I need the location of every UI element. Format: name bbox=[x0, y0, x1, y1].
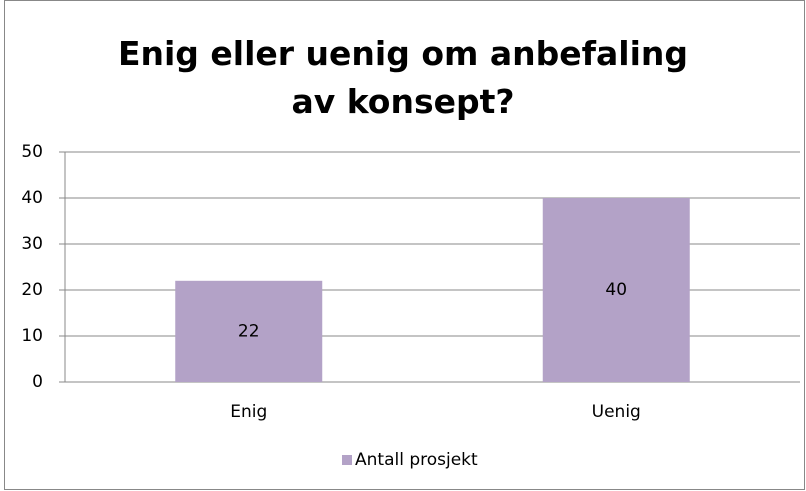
bar bbox=[175, 280, 323, 382]
data-label: 22 bbox=[238, 321, 260, 341]
data-label: 40 bbox=[605, 280, 627, 300]
y-tick-label: 40 bbox=[21, 188, 43, 208]
y-tick-label: 0 bbox=[32, 372, 43, 392]
y-tick-label: 30 bbox=[21, 234, 43, 254]
legend-label: Antall prosjekt bbox=[355, 450, 478, 470]
y-tick-label: 50 bbox=[21, 142, 43, 162]
x-tick-label: Enig bbox=[230, 402, 267, 422]
y-tick-label: 10 bbox=[21, 326, 43, 346]
bar bbox=[542, 198, 690, 382]
chart-title: Enig eller uenig om anbefaling av konsep… bbox=[117, 34, 689, 121]
x-tick-label: Uenig bbox=[592, 402, 641, 422]
legend-swatch bbox=[342, 455, 352, 465]
y-tick-label: 20 bbox=[21, 280, 43, 300]
